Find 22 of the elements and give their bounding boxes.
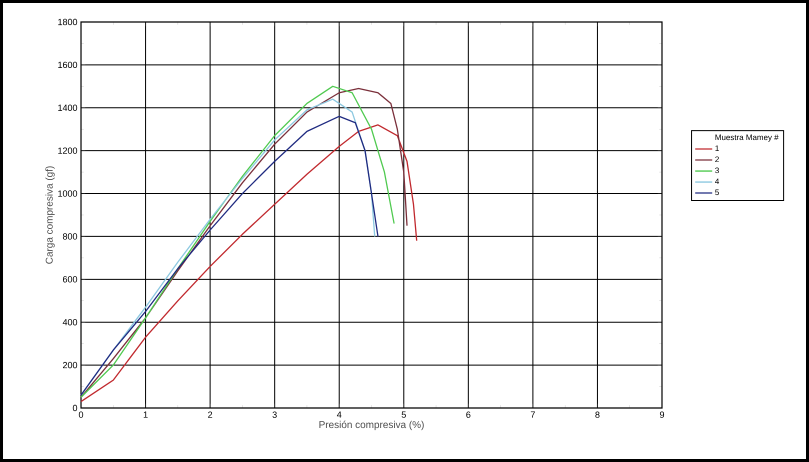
y-tick-label: 600 (62, 276, 78, 282)
y-tick-label: 1400 (58, 104, 78, 111)
y-tick-label: 1600 (58, 62, 78, 68)
x-tick-label: 7 (530, 412, 535, 418)
x-tick-label: 0 (78, 412, 84, 418)
y-tick-label: 1000 (58, 190, 78, 197)
x-tick-label: 6 (466, 412, 470, 418)
y-tick-label: 800 (62, 233, 78, 240)
x-tick-label: 4 (336, 412, 342, 418)
y-tick-label: 200 (62, 362, 78, 368)
y-tick-label: 1200 (58, 147, 78, 154)
y-tick-label: 1800 (58, 18, 78, 26)
x-tick-label: 9 (660, 412, 664, 418)
y-tick-label: 400 (62, 319, 78, 326)
x-axis-title: Presión compresiva (%) (319, 420, 424, 430)
y-tick-label: 0 (72, 404, 78, 412)
x-tick-label: 1 (144, 412, 148, 418)
x-tick-label: 5 (402, 412, 406, 418)
x-tick-label: 2 (208, 412, 212, 418)
x-tick-label: 8 (595, 412, 600, 418)
x-tick-label: 3 (272, 412, 277, 418)
y-axis-title: Carga compresiva (gf) (45, 166, 55, 264)
